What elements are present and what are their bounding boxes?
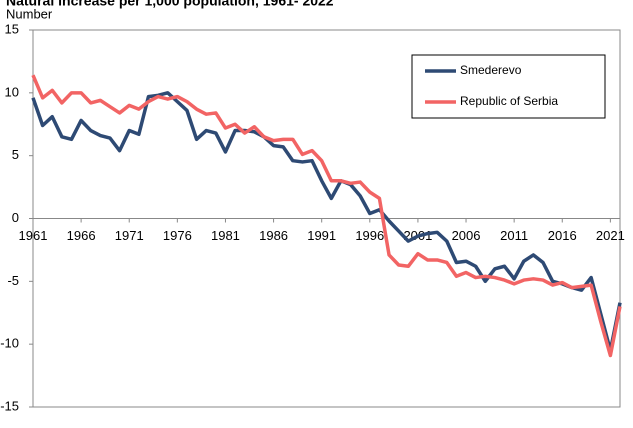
y-tick-label: 15 [5,21,19,36]
legend-box [411,54,606,119]
x-tick-label: 1986 [259,228,288,243]
legend: Smederevo Republic of Serbia [411,54,606,119]
legend-label: Republic of Serbia [460,94,558,108]
y-axis-label: Number [6,6,53,21]
x-tick-label: 1966 [67,228,96,243]
x-tick-label: 1996 [355,228,384,243]
x-tick-label: 1981 [211,228,240,243]
y-tick-label: 10 [5,84,19,99]
legend-label: Smederevo [460,63,522,77]
x-tick-label: 1971 [115,228,144,243]
y-tick-label: -15 [0,398,19,413]
x-tick-label: 2011 [500,228,528,243]
x-tick-label: 2006 [452,228,481,243]
y-tick-label: 5 [12,147,19,162]
x-tick-label: 1961 [19,228,48,243]
series-line [31,91,622,353]
y-tick-label: -10 [0,336,19,351]
x-tick-label: 2016 [548,228,577,243]
y-tick-label: -5 [7,273,19,288]
series-line [31,74,622,358]
chart-title: Natural increase per 1,000 population, 1… [6,0,334,9]
x-tick-label: 1991 [307,228,336,243]
x-tick-label: 1976 [163,228,192,243]
y-tick-label: 0 [12,210,19,225]
x-tick-label: 2021 [596,228,625,243]
